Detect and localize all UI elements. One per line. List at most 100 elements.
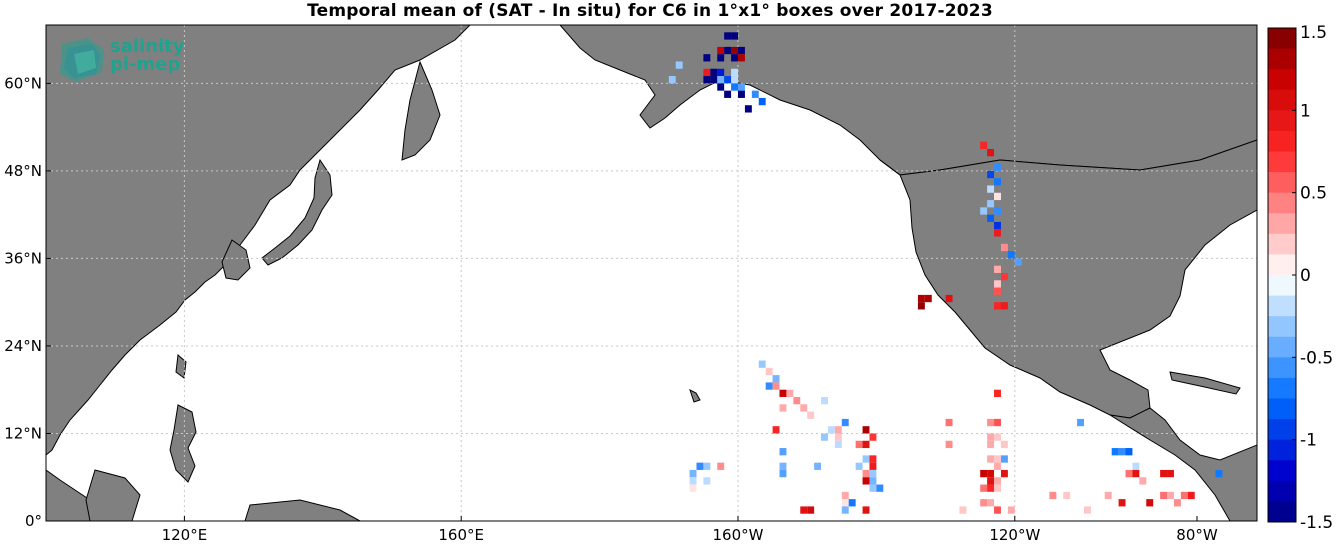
data-cell: [703, 462, 711, 470]
data-cell: [862, 469, 870, 478]
data-cell: [1132, 469, 1140, 478]
data-cell: [987, 149, 995, 157]
data-cell: [772, 382, 780, 390]
data-cell: [1215, 469, 1223, 478]
data-cell: [703, 477, 711, 485]
lat-tick-label: 36°N: [4, 249, 42, 267]
data-cell: [834, 433, 842, 441]
colorbar-block: [1268, 275, 1296, 297]
data-cell: [724, 32, 732, 40]
data-cell: [994, 280, 1001, 288]
data-cell: [994, 389, 1001, 397]
data-cell: [862, 455, 870, 463]
data-cell: [980, 207, 988, 215]
data-cell: [980, 141, 988, 149]
colorbar-block: [1268, 213, 1296, 235]
data-cell: [945, 418, 953, 427]
data-cell: [1173, 499, 1181, 507]
data-cell: [987, 185, 995, 193]
data-cell: [731, 83, 738, 91]
colorbar-block: [1268, 439, 1296, 461]
data-cell: [703, 54, 711, 62]
land-philippines: [169, 404, 197, 483]
data-cell: [731, 46, 738, 55]
data-cell: [994, 302, 1001, 310]
data-cell: [758, 97, 766, 106]
data-cell: [834, 440, 842, 449]
data-cell: [1180, 491, 1188, 500]
latitude-axis: 0° 12°N 24°N 36°N 48°N 60°N: [4, 74, 51, 530]
data-cell: [1104, 491, 1112, 500]
colorbar-block: [1268, 28, 1296, 50]
data-cell: [668, 76, 676, 84]
data-cell: [738, 83, 745, 91]
data-cell: [869, 469, 877, 478]
data-cell: [710, 68, 718, 77]
land-korea: [221, 239, 251, 281]
lat-tick-label: 0°: [25, 512, 42, 530]
data-cell: [869, 484, 877, 492]
data-cell: [758, 360, 766, 368]
data-cell: [1063, 491, 1071, 500]
data-cell: [765, 382, 773, 390]
land-taiwan: [175, 353, 187, 379]
data-cell: [703, 68, 711, 77]
colorbar: 1.5 1 0.5 0 -0.5 -1 -1.5: [1267, 23, 1333, 533]
data-cell: [869, 477, 877, 485]
land-asia: [46, 25, 471, 456]
data-cell: [689, 469, 697, 478]
lon-tick-label: 160°W: [713, 526, 764, 544]
data-cell: [987, 214, 995, 222]
land-kamchatka: [401, 60, 441, 161]
data-cell: [772, 426, 780, 434]
data-cell: [1139, 477, 1147, 485]
data-cell: [1125, 448, 1133, 456]
colorbar-tick-label: 1: [1300, 101, 1311, 121]
data-cell: [980, 484, 988, 492]
data-cell: [779, 404, 787, 412]
colorbar-block: [1268, 501, 1296, 523]
data-cell: [945, 440, 953, 449]
data-cell: [1160, 491, 1168, 500]
data-cell: [800, 506, 808, 514]
data-cell: [855, 462, 863, 470]
data-cell: [994, 229, 1001, 237]
data-cell: [696, 462, 704, 470]
data-cell: [1125, 469, 1133, 478]
data-cell: [994, 477, 1001, 485]
data-cell: [779, 469, 787, 478]
colorbar-block: [1268, 480, 1296, 502]
data-cell: [862, 477, 870, 485]
data-cell: [1160, 469, 1168, 478]
data-cell: [731, 68, 738, 77]
data-cell: [987, 433, 995, 441]
data-cell: [994, 207, 1001, 215]
data-cell: [987, 499, 995, 507]
data-cell: [765, 367, 773, 376]
logo-mark-icon: [60, 38, 104, 82]
data-cell: [987, 200, 995, 208]
data-cell: [738, 46, 745, 55]
data-cell: [994, 265, 1001, 273]
colorbar-block: [1268, 357, 1296, 379]
data-cell: [821, 433, 828, 441]
data-cell: [724, 46, 732, 55]
data-cell: [994, 506, 1001, 514]
colorbar-tick-label: -1: [1300, 431, 1317, 451]
data-cell: [1000, 455, 1008, 463]
data-cell: [807, 506, 815, 514]
salinity-pi-mep-logo: salinity pi-mep: [58, 36, 188, 82]
land-japan: [261, 158, 333, 266]
data-cell: [717, 83, 725, 91]
data-cell: [876, 484, 884, 492]
plot-frame: [45, 24, 1258, 522]
data-cell: [1000, 243, 1008, 252]
data-cell: [869, 462, 877, 470]
colorbar-block: [1268, 48, 1296, 70]
colorbar-block: [1268, 336, 1296, 358]
data-cell: [994, 455, 1001, 463]
data-cell: [1084, 506, 1091, 514]
data-cells: [668, 32, 1223, 514]
data-cell: [987, 484, 995, 492]
data-cell: [869, 433, 877, 441]
